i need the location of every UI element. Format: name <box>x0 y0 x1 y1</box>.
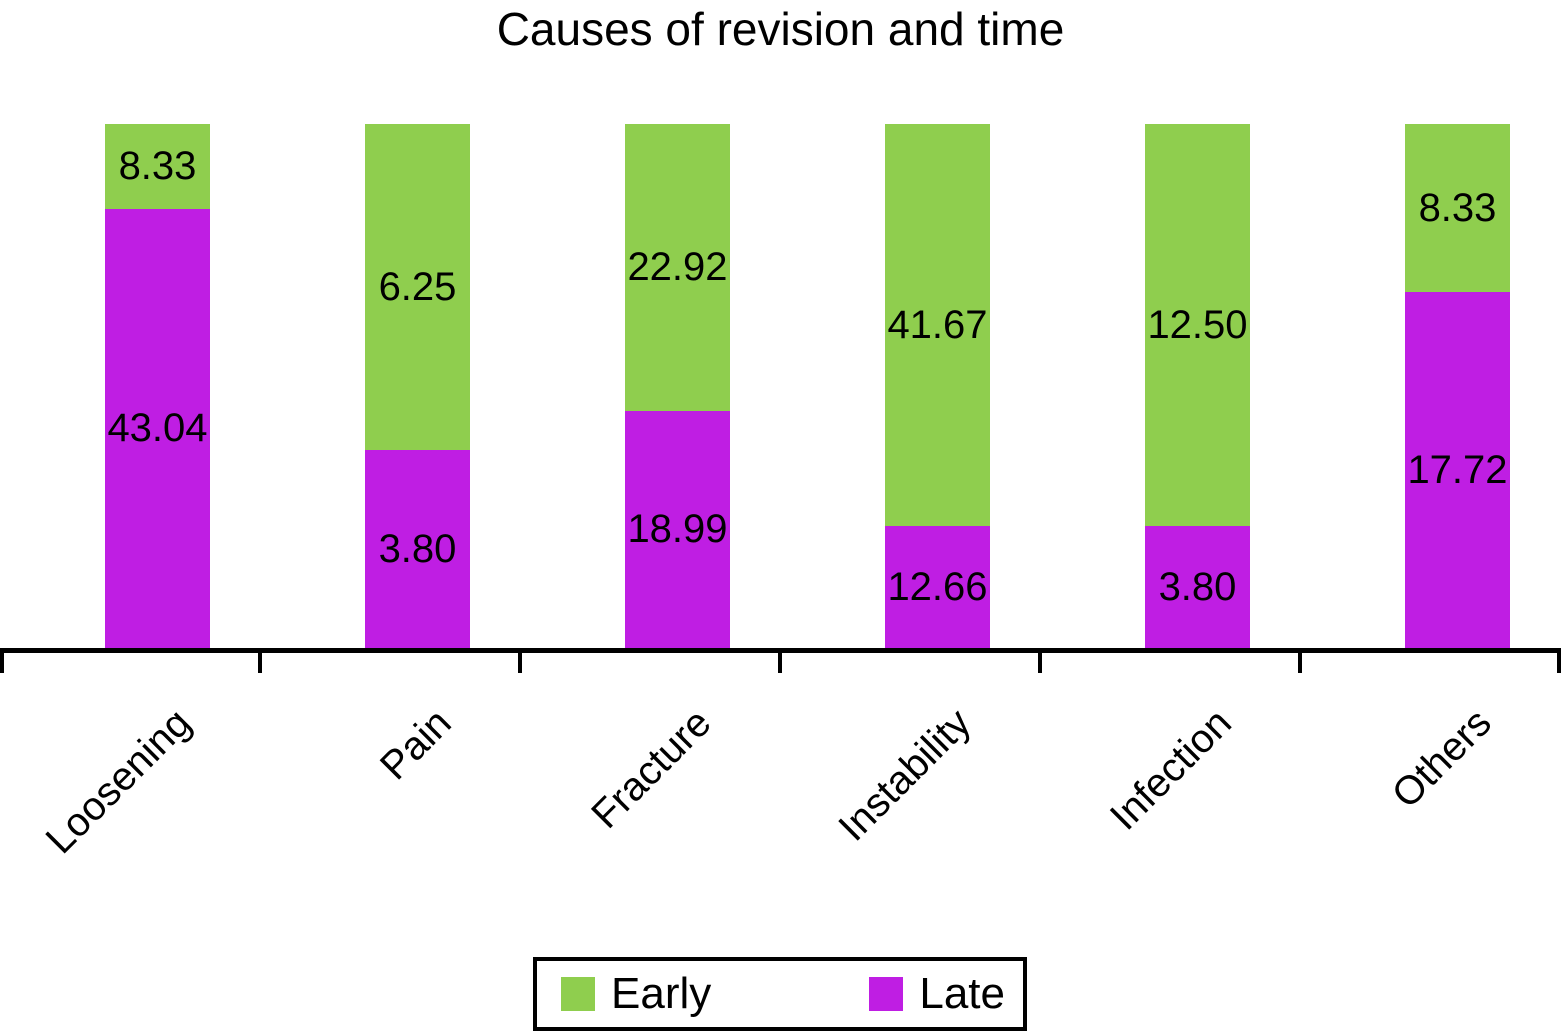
bar-group-pain: 6.25 3.80 <box>260 124 520 648</box>
legend-swatch-late-icon <box>869 977 904 1011</box>
bar-segment-late: 43.04 <box>105 208 210 648</box>
bar-group-instability: 41.67 12.66 <box>780 124 1040 648</box>
bar-value-label: 3.80 <box>378 526 457 571</box>
bar-pain: 6.25 3.80 <box>365 124 470 648</box>
legend-label-early: Early <box>611 969 712 1018</box>
x-axis-tick <box>518 648 522 673</box>
x-axis-tick <box>1557 648 1561 673</box>
legend-label-late: Late <box>919 969 1005 1018</box>
bar-others: 8.33 17.72 <box>1405 124 1510 648</box>
bar-segment-early: 12.50 <box>1145 124 1250 526</box>
bar-value-label: 6.25 <box>378 264 457 309</box>
bar-segment-late: 18.99 <box>625 410 730 648</box>
legend-item-early: Early <box>561 972 711 1016</box>
category-label-infection: Infection <box>1101 700 1240 839</box>
bar-value-label: 8.33 <box>1418 185 1497 230</box>
bar-group-infection: 12.50 3.80 <box>1040 124 1300 648</box>
bar-value-label: 22.92 <box>627 245 728 290</box>
bar-value-label: 43.04 <box>107 406 208 451</box>
bar-value-label: 12.66 <box>887 564 988 609</box>
bar-value-label: 18.99 <box>627 507 728 552</box>
bar-segment-late: 3.80 <box>365 449 470 648</box>
category-label-pain: Pain <box>371 700 460 789</box>
legend-item-late: Late <box>869 972 1005 1016</box>
x-axis-labels: Loosening Pain Fracture Instability Infe… <box>0 648 1561 908</box>
legend: Early Late <box>533 957 1027 1031</box>
category-label-others: Others <box>1383 700 1500 817</box>
x-axis-tick <box>1038 648 1042 673</box>
bar-group-others: 8.33 17.72 <box>1300 124 1560 648</box>
bar-infection: 12.50 3.80 <box>1145 124 1250 648</box>
bar-value-label: 12.50 <box>1147 302 1248 347</box>
chart-title: Causes of revision and time <box>496 3 1065 55</box>
bar-group-loosening: 8.33 43.04 <box>0 124 260 648</box>
bar-segment-early: 8.33 <box>105 124 210 209</box>
bar-value-label: 8.33 <box>118 144 197 189</box>
bar-segment-early: 41.67 <box>885 124 990 526</box>
bar-segment-late: 17.72 <box>1405 291 1510 648</box>
category-label-loosening: Loosening <box>38 700 200 863</box>
x-axis-tick <box>0 648 4 673</box>
category-label-fracture: Fracture <box>583 700 720 838</box>
bar-segment-late: 3.80 <box>1145 525 1250 648</box>
bar-value-label: 3.80 <box>1158 564 1237 609</box>
bar-segment-late: 12.66 <box>885 525 990 648</box>
bar-loosening: 8.33 43.04 <box>105 124 210 648</box>
x-axis-tick <box>1298 648 1302 673</box>
bar-value-label: 41.67 <box>887 302 988 347</box>
bar-value-label: 17.72 <box>1407 447 1508 492</box>
x-axis-tick <box>778 648 782 673</box>
bar-instability: 41.67 12.66 <box>885 124 990 648</box>
plot-area: 8.33 43.04 6.25 3.80 22.92 <box>0 124 1561 648</box>
x-axis-tick <box>258 648 262 673</box>
bar-segment-early: 8.33 <box>1405 124 1510 292</box>
bar-segment-early: 22.92 <box>625 124 730 411</box>
legend-swatch-early-icon <box>561 977 595 1011</box>
category-label-instability: Instability <box>830 700 980 850</box>
bar-group-fracture: 22.92 18.99 <box>520 124 780 648</box>
bar-fracture: 22.92 18.99 <box>625 124 730 648</box>
bar-segment-early: 6.25 <box>365 124 470 450</box>
